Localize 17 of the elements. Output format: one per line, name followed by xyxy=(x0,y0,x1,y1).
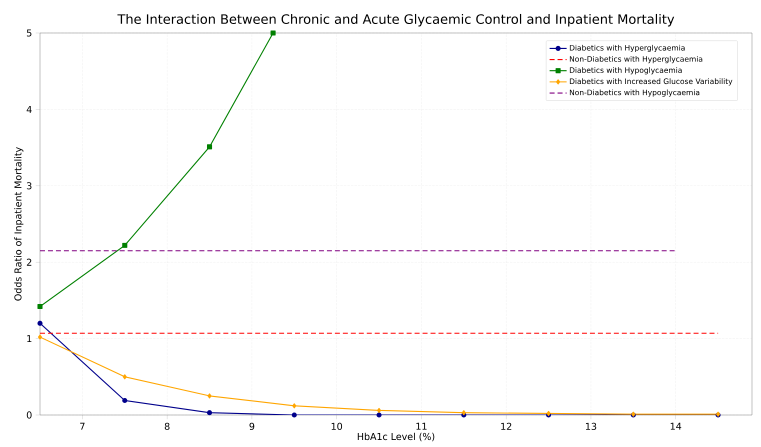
x-tick-label: 13 xyxy=(586,422,596,430)
x-tick-label: 14 xyxy=(670,422,682,430)
y-tick-label: 5 xyxy=(26,29,32,37)
x-tick-label: 10 xyxy=(332,422,342,430)
x-axis-title: HbA1c Level (%) xyxy=(358,432,434,442)
x-tick-label: 9 xyxy=(249,422,254,430)
y-axis-title: Odds Ratio of Inpatient Mortality xyxy=(14,147,24,301)
y-tick-label: 3 xyxy=(26,182,32,190)
x-tick-label: 7 xyxy=(80,422,85,430)
x-tick-label: 12 xyxy=(501,422,512,430)
chart-title: The Interaction Between Chronic and Acute Glycaemic Control and Inpatient Mortality xyxy=(117,14,674,26)
x-tick-label: 11 xyxy=(416,422,427,430)
y-tick-label: 0 xyxy=(26,411,32,419)
y-tick-label: 4 xyxy=(26,106,32,113)
y-tick-label: 2 xyxy=(26,258,32,266)
y-tick-label: 1 xyxy=(27,335,32,342)
x-tick-label: 8 xyxy=(164,422,170,430)
